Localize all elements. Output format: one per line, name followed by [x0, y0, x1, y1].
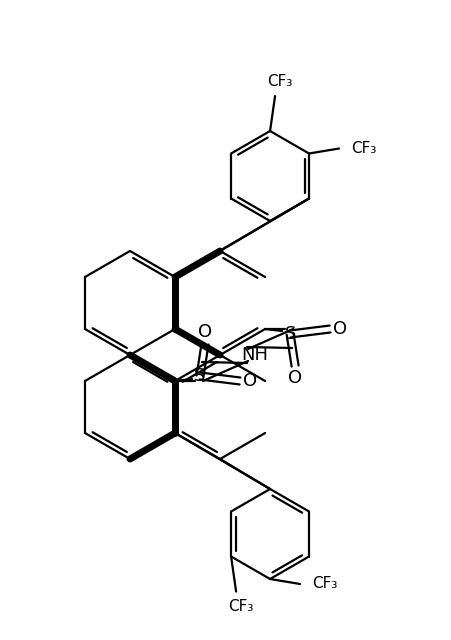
Text: O: O: [243, 372, 257, 390]
Text: O: O: [333, 320, 347, 338]
Text: CF₃: CF₃: [351, 141, 377, 156]
Text: CF₃: CF₃: [267, 74, 293, 88]
Text: O: O: [198, 323, 212, 341]
Text: CF₃: CF₃: [313, 577, 338, 591]
Text: NH: NH: [242, 346, 268, 364]
Text: O: O: [288, 369, 302, 387]
Text: CF₃: CF₃: [228, 599, 254, 614]
Text: S: S: [194, 367, 206, 385]
Text: S: S: [285, 325, 296, 343]
